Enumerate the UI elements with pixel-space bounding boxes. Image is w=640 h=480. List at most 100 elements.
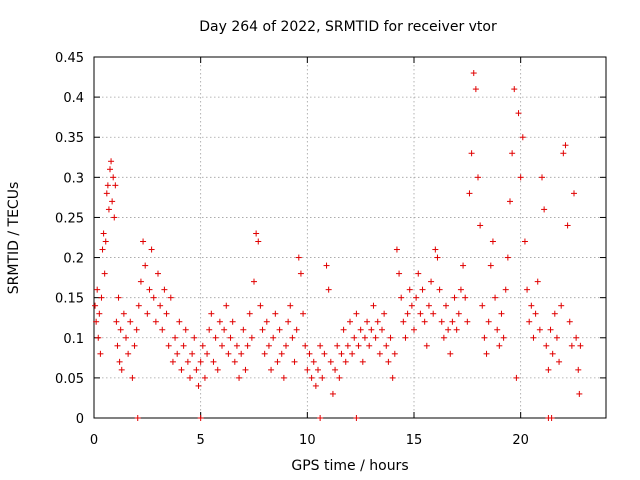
data-point (387, 334, 394, 341)
data-point (468, 150, 475, 157)
data-point (492, 294, 499, 301)
data-point (304, 366, 311, 373)
data-point (329, 390, 336, 397)
data-point (297, 270, 304, 277)
data-point (244, 342, 251, 349)
data-point (97, 350, 104, 357)
y-tick-label: 0.1 (63, 332, 84, 347)
data-point (361, 334, 368, 341)
data-point (477, 222, 484, 229)
data-point (123, 334, 129, 341)
chart-title: Day 264 of 2022, SRMTID for receiver vto… (199, 19, 497, 35)
data-point (229, 318, 236, 325)
data-point (338, 350, 345, 357)
data-point (323, 262, 330, 269)
data-point (116, 358, 123, 365)
data-point (413, 294, 420, 301)
data-point (92, 302, 99, 309)
data-point (334, 342, 341, 349)
x-tick-labels: 0 5 10 15 20 (90, 433, 529, 448)
data-point (487, 262, 494, 269)
data-point (146, 286, 153, 293)
data-point (184, 358, 191, 365)
data-point (201, 374, 208, 381)
data-point (526, 318, 533, 325)
data-point (536, 326, 543, 333)
data-point (117, 326, 124, 333)
data-point (172, 334, 179, 341)
data-point (558, 302, 565, 309)
data-point (521, 238, 528, 245)
data-point (374, 318, 381, 325)
data-point (428, 278, 435, 285)
data-point (543, 342, 550, 349)
data-point (460, 262, 467, 269)
data-point (489, 238, 496, 245)
data-point (306, 350, 313, 357)
data-point (532, 310, 539, 317)
data-point (233, 342, 240, 349)
data-point (462, 294, 469, 301)
data-point (357, 326, 364, 333)
data-point (295, 254, 302, 261)
data-point (197, 358, 204, 365)
data-point (562, 142, 569, 149)
y-tick-label: 0.2 (63, 252, 84, 267)
x-tick-label: 20 (512, 433, 529, 448)
data-point (312, 382, 319, 389)
data-point (485, 318, 492, 325)
data-point (481, 334, 488, 341)
data-point (285, 318, 292, 325)
data-point (214, 366, 221, 373)
data-point (411, 326, 417, 333)
data-point (496, 342, 503, 349)
data-point (253, 230, 260, 237)
data-point (336, 374, 343, 381)
data-point (96, 310, 103, 317)
data-point (519, 134, 526, 141)
x-tick-label: 15 (406, 433, 423, 448)
data-point (366, 342, 373, 349)
data-point (530, 334, 537, 341)
data-point (208, 310, 215, 317)
data-point (109, 198, 116, 205)
data-point (551, 310, 558, 317)
data-point (494, 326, 501, 333)
data-point (206, 326, 213, 333)
data-point (549, 350, 556, 357)
data-point (419, 286, 426, 293)
grid (94, 57, 606, 418)
data-point (417, 310, 424, 317)
data-point (423, 342, 430, 349)
data-point (349, 350, 356, 357)
data-point (319, 374, 326, 381)
y-tick-label: 0.15 (55, 292, 84, 307)
data-point (144, 310, 151, 317)
data-point (368, 326, 375, 333)
data-point (445, 326, 452, 333)
data-point (353, 310, 360, 317)
data-point (110, 174, 117, 181)
data-point (180, 342, 187, 349)
data-point (383, 342, 390, 349)
y-tick-label: 0.45 (55, 51, 84, 66)
data-point (140, 238, 147, 245)
data-point (265, 342, 272, 349)
data-point (155, 270, 161, 277)
data-point (176, 318, 183, 325)
data-point (98, 294, 105, 301)
data-point (204, 350, 211, 357)
data-point (568, 342, 575, 349)
data-point (449, 318, 456, 325)
data-point (263, 318, 270, 325)
data-point (251, 278, 257, 285)
y-tick-label: 0.05 (55, 372, 84, 387)
data-point (278, 350, 285, 357)
data-point (310, 358, 317, 365)
data-point (129, 374, 136, 381)
data-point (161, 286, 168, 293)
data-point (498, 310, 505, 317)
data-point (115, 294, 122, 301)
data-point (103, 190, 110, 197)
y-tick-label: 0.4 (63, 91, 84, 106)
